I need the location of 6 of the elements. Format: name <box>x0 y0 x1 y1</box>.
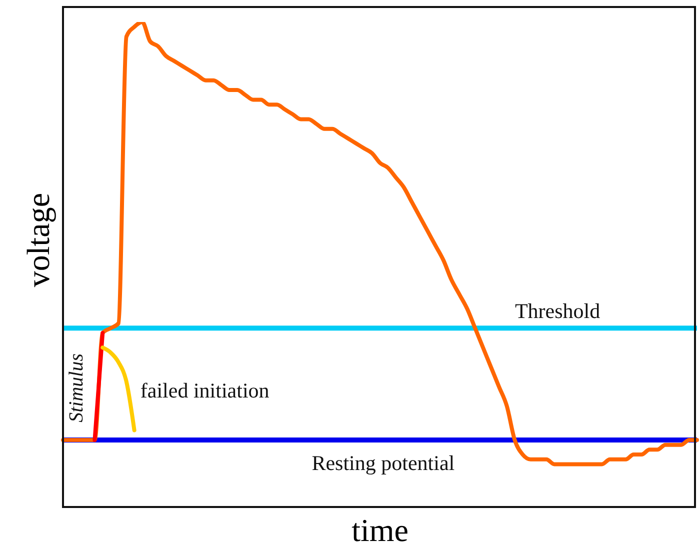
text: Stimulus <box>66 353 88 422</box>
x-axis-title: time <box>350 512 410 548</box>
ref-line-label: Resting potential <box>312 450 455 475</box>
y-axis-title: voltage <box>19 192 57 290</box>
series-label: failed initiation <box>140 378 270 403</box>
ref-line-label: Threshold <box>514 299 601 324</box>
